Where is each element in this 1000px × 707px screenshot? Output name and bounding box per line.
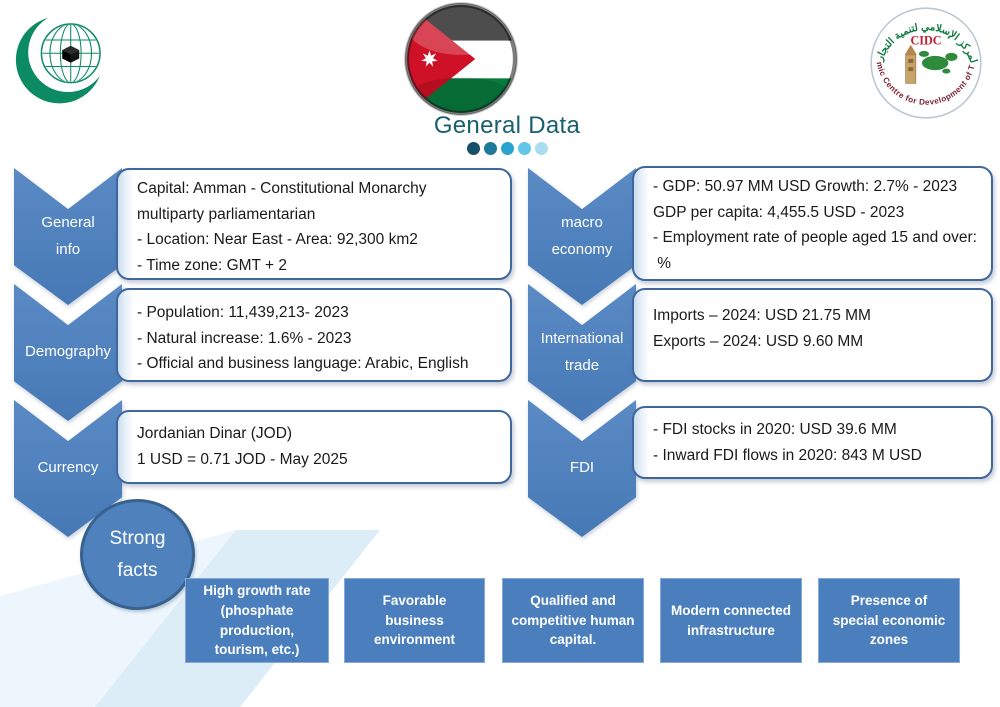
fdi-box: - FDI stocks in 2020: USD 39.6 MM - Inwa… <box>632 406 993 479</box>
demography-box: - Population: 11,439,213- 2023 - Natural… <box>116 288 512 382</box>
progress-dots <box>382 142 632 155</box>
progress-dot-3 <box>500 142 514 155</box>
international-trade-box: Imports – 2024: USD 21.75 MM Exports – 2… <box>632 288 993 382</box>
page-title: General Data <box>433 112 581 139</box>
chevron-demography: Demography <box>14 284 122 421</box>
kaaba-icon <box>62 45 80 63</box>
cidc-logo: المركز الإسلامي لتنمية التجارة CIDC Isla… <box>860 4 982 119</box>
oic-logo <box>15 12 108 104</box>
progress-dot-4 <box>517 142 531 155</box>
progress-dot-2 <box>483 142 497 155</box>
chevron-macro-economy: macro economy <box>528 168 636 305</box>
fact-infrastructure: Modern connected infrastructure <box>660 578 802 663</box>
progress-dot-5 <box>534 142 548 155</box>
cidc-worldmap-icon <box>918 50 958 74</box>
fact-business-environment: Favorable business environment <box>344 578 485 663</box>
cidc-minaret-icon <box>904 44 917 84</box>
chevron-fdi-label: FDI <box>528 400 636 537</box>
seven-point-star <box>421 50 438 67</box>
fact-high-growth: High growth rate (phosphate production, … <box>185 578 329 663</box>
chevron-international-trade: International trade <box>528 284 636 421</box>
fact-economic-zones: Presence of special economic zones <box>818 578 960 663</box>
chevron-fdi: FDI <box>528 400 636 537</box>
macro-economy-box: - GDP: 50.97 MM USD Growth: 2.7% - 2023 … <box>632 166 993 281</box>
currency-box: Jordanian Dinar (JOD) 1 USD = 0.71 JOD -… <box>116 410 512 484</box>
jordan-flag-icon <box>404 2 518 116</box>
general-info-box: Capital: Amman - Constitutional Monarchy… <box>116 168 512 280</box>
progress-dot-1 <box>466 142 480 155</box>
fact-human-capital: Qualified and competitive human capital. <box>502 578 644 663</box>
cidc-abbr: CIDC <box>910 34 941 48</box>
strong-facts-circle: Strong facts <box>80 499 195 610</box>
chevron-general-info: General info <box>14 168 122 305</box>
